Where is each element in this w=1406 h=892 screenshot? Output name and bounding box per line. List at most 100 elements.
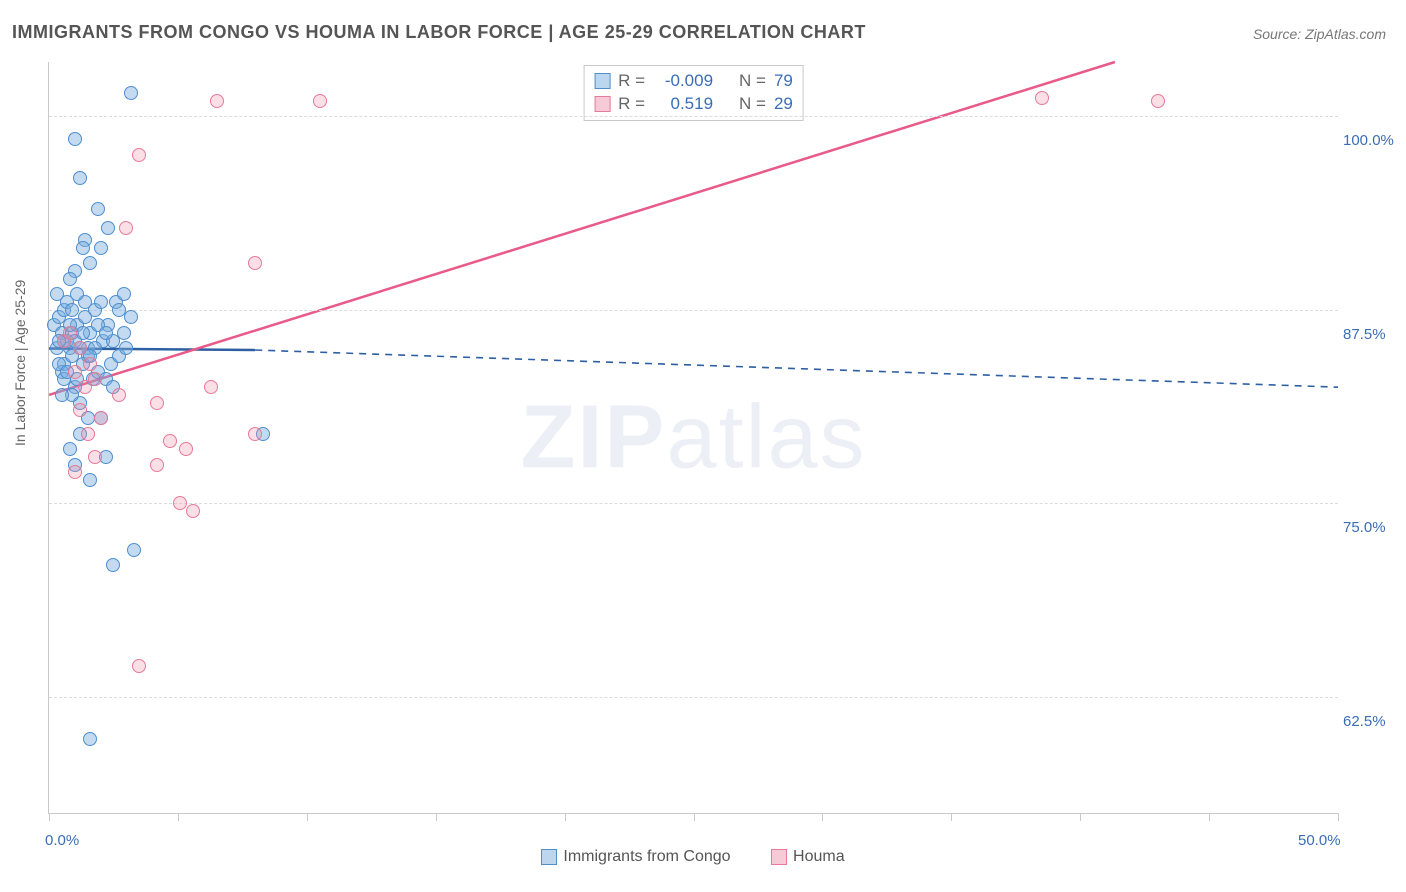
- scatter-point: [204, 380, 218, 394]
- scatter-point: [112, 388, 126, 402]
- y-tick-label: 62.5%: [1343, 713, 1398, 730]
- scatter-point: [313, 94, 327, 108]
- scatter-point: [179, 442, 193, 456]
- swatch-icon: [771, 849, 787, 865]
- scatter-point: [132, 659, 146, 673]
- scatter-point: [83, 256, 97, 270]
- scatter-point: [94, 241, 108, 255]
- corr-n-value-b: 29: [774, 93, 793, 116]
- corr-legend-row-a: R = -0.009 N = 79: [594, 70, 793, 93]
- scatter-point: [119, 221, 133, 235]
- scatter-point: [73, 171, 87, 185]
- corr-n-value-a: 79: [774, 70, 793, 93]
- scatter-point: [76, 326, 90, 340]
- scatter-point: [248, 427, 262, 441]
- watermark: ZIPatlas: [520, 386, 866, 489]
- x-tick: [1209, 813, 1210, 821]
- corr-n-label: N =: [739, 70, 766, 93]
- corr-legend-row-b: R = 0.519 N = 29: [594, 93, 793, 116]
- gridline-h: [49, 697, 1338, 698]
- scatter-point: [94, 411, 108, 425]
- gridline-h: [49, 503, 1338, 504]
- y-tick-label: 100.0%: [1343, 132, 1398, 149]
- scatter-point: [81, 427, 95, 441]
- scatter-point: [124, 86, 138, 100]
- corr-r-value-b: 0.519: [653, 93, 713, 116]
- y-tick-label: 75.0%: [1343, 519, 1398, 536]
- scatter-point: [119, 341, 133, 355]
- x-tick: [178, 813, 179, 821]
- source-label: Source: ZipAtlas.com: [1253, 26, 1386, 42]
- x-tick: [951, 813, 952, 821]
- scatter-point: [94, 295, 108, 309]
- bottom-legend: Immigrants from Congo Houma: [48, 848, 1338, 870]
- scatter-point: [173, 496, 187, 510]
- scatter-point: [63, 442, 77, 456]
- y-tick-label: 87.5%: [1343, 326, 1398, 343]
- regression-svg: [49, 62, 1338, 813]
- scatter-point: [248, 256, 262, 270]
- x-tick: [307, 813, 308, 821]
- scatter-point: [1151, 94, 1165, 108]
- corr-n-label: N =: [739, 93, 766, 116]
- scatter-point: [88, 450, 102, 464]
- x-tick: [565, 813, 566, 821]
- scatter-point: [88, 372, 102, 386]
- scatter-point: [83, 473, 97, 487]
- scatter-point: [73, 341, 87, 355]
- scatter-point: [99, 326, 113, 340]
- scatter-point: [76, 241, 90, 255]
- scatter-point: [70, 287, 84, 301]
- y-axis-label: In Labor Force | Age 25-29: [12, 280, 28, 446]
- scatter-point: [68, 132, 82, 146]
- scatter-point: [112, 303, 126, 317]
- scatter-point: [83, 357, 97, 371]
- scatter-point: [91, 202, 105, 216]
- scatter-point: [73, 403, 87, 417]
- scatter-point: [127, 543, 141, 557]
- swatch-icon: [541, 849, 557, 865]
- corr-r-label: R =: [618, 93, 645, 116]
- scatter-point: [117, 287, 131, 301]
- regression-line: [49, 62, 1115, 395]
- scatter-point: [117, 326, 131, 340]
- scatter-point: [63, 272, 77, 286]
- x-tick-label: 50.0%: [1298, 832, 1341, 849]
- x-tick: [822, 813, 823, 821]
- scatter-point: [210, 94, 224, 108]
- x-tick-label: 0.0%: [45, 832, 79, 849]
- legend-label-a: Immigrants from Congo: [563, 848, 730, 866]
- chart-container: IMMIGRANTS FROM CONGO VS HOUMA IN LABOR …: [0, 0, 1406, 892]
- gridline-h: [49, 116, 1338, 117]
- swatch-series-a: [594, 73, 610, 89]
- regression-line: [255, 350, 1338, 387]
- scatter-point: [1035, 91, 1049, 105]
- x-tick: [49, 813, 50, 821]
- scatter-point: [163, 434, 177, 448]
- x-tick: [1080, 813, 1081, 821]
- correlation-legend: R = -0.009 N = 79 R = 0.519 N = 29: [583, 65, 804, 121]
- scatter-point: [101, 221, 115, 235]
- scatter-point: [124, 310, 138, 324]
- legend-item-a: Immigrants from Congo: [541, 848, 730, 866]
- scatter-point: [63, 326, 77, 340]
- plot-area: ZIPatlas R = -0.009 N = 79 R = 0.519 N =…: [48, 62, 1338, 814]
- corr-r-label: R =: [618, 70, 645, 93]
- scatter-point: [78, 310, 92, 324]
- x-tick: [1338, 813, 1339, 821]
- legend-label-b: Houma: [793, 848, 845, 866]
- scatter-point: [55, 388, 69, 402]
- x-tick: [694, 813, 695, 821]
- scatter-point: [132, 148, 146, 162]
- x-tick: [436, 813, 437, 821]
- legend-item-b: Houma: [771, 848, 845, 866]
- swatch-series-b: [594, 96, 610, 112]
- scatter-point: [68, 365, 82, 379]
- chart-title: IMMIGRANTS FROM CONGO VS HOUMA IN LABOR …: [12, 22, 866, 43]
- scatter-point: [83, 732, 97, 746]
- gridline-h: [49, 310, 1338, 311]
- scatter-point: [186, 504, 200, 518]
- scatter-point: [106, 558, 120, 572]
- scatter-point: [150, 458, 164, 472]
- scatter-point: [68, 465, 82, 479]
